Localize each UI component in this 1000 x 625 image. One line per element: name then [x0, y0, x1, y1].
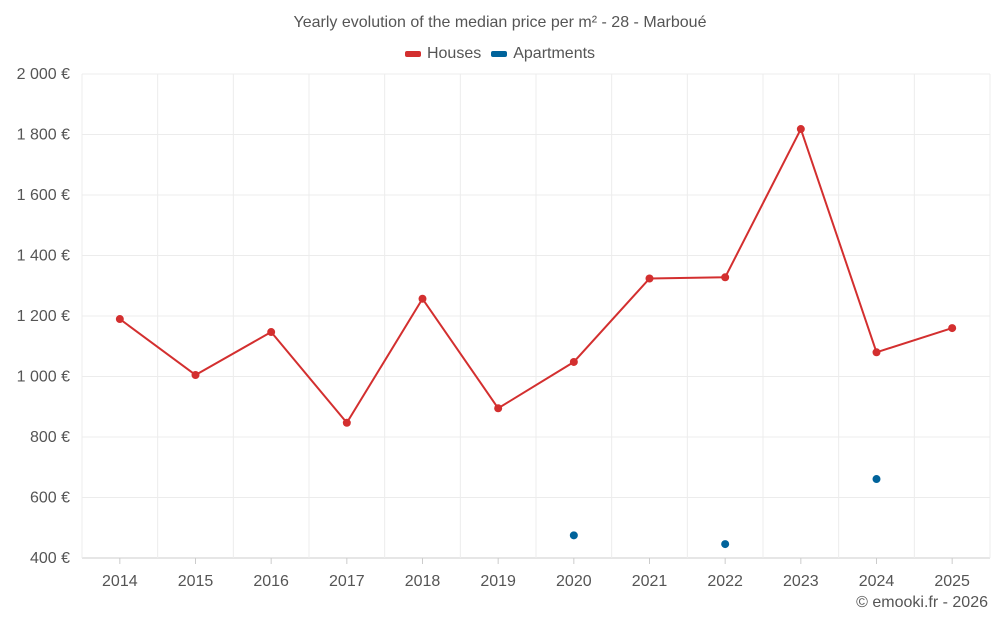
x-tick-label: 2018 [405, 573, 441, 590]
data-point-apartments [872, 475, 881, 484]
legend-label-houses: Houses [426, 45, 482, 62]
chart-legend: Houses Apartments [0, 45, 1000, 63]
x-tick-label: 2020 [556, 573, 592, 590]
data-point-houses [418, 294, 427, 303]
x-tick-label: 2014 [102, 573, 138, 590]
data-point-houses [645, 274, 654, 283]
x-tick-label: 2016 [253, 573, 289, 590]
y-tick-label: 1 200 € [17, 308, 70, 325]
chart-title: Yearly evolution of the median price per… [293, 14, 707, 31]
y-tick-label: 800 € [30, 429, 70, 446]
y-tick-label: 1 000 € [17, 369, 70, 386]
x-tick-label: 2024 [859, 573, 895, 590]
y-tick-label: 400 € [30, 550, 70, 567]
legend-swatch-apartments [491, 51, 508, 57]
data-point-houses [115, 315, 124, 324]
legend-swatch-houses [404, 51, 421, 57]
data-point-houses [494, 404, 503, 413]
x-tick-label: 2019 [480, 573, 516, 590]
x-tick-label: 2021 [632, 573, 668, 590]
data-point-houses [267, 328, 276, 337]
data-point-apartments [569, 531, 578, 540]
data-point-houses [721, 273, 730, 282]
y-tick-label: 1 600 € [17, 187, 70, 204]
x-tick-label: 2015 [178, 573, 214, 590]
credit-text: © emooki.fr - 2026 [856, 594, 988, 611]
x-tick-label: 2017 [329, 573, 365, 590]
y-tick-label: 600 € [30, 490, 70, 507]
x-tick-label: 2022 [707, 573, 743, 590]
data-point-houses [569, 357, 578, 366]
data-point-houses [872, 348, 881, 357]
y-tick-label: 1 400 € [17, 248, 70, 265]
data-point-houses [342, 418, 351, 427]
x-tick-label: 2025 [934, 573, 970, 590]
y-tick-label: 1 800 € [17, 127, 70, 144]
legend-item-apartments[interactable]: Apartments [491, 45, 595, 63]
data-point-houses [948, 324, 957, 333]
legend-label-apartments: Apartments [513, 45, 596, 62]
x-tick-label: 2023 [783, 573, 819, 590]
series-line-houses [119, 128, 953, 424]
legend-item-houses[interactable]: Houses [404, 45, 482, 63]
data-point-houses [796, 125, 805, 134]
data-point-apartments [721, 540, 730, 549]
data-point-houses [191, 370, 200, 379]
y-tick-label: 2 000 € [17, 66, 70, 83]
